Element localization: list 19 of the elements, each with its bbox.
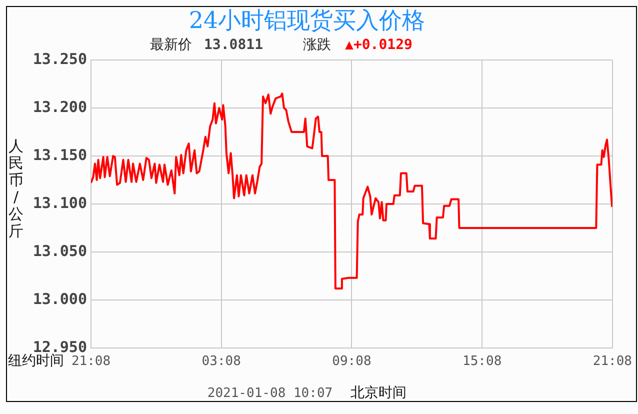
text: 2021-01-08 10:07 — [207, 386, 333, 401]
x-tick-label: 21:08 — [71, 354, 111, 370]
x-axis-title: 纽约时间 — [8, 352, 64, 370]
chart-subtitle: 最新价 13.0811 — [150, 37, 264, 53]
x-tick-label: 21:08 — [592, 354, 632, 370]
y-tick-label: 13.050 — [32, 242, 87, 260]
text: 北京时间 — [350, 385, 407, 401]
text: 涨跌 — [303, 37, 332, 53]
chart-title: 24小时铝现货买入价格 — [188, 7, 426, 36]
y-tick-label: 13.000 — [32, 290, 87, 308]
text: ▲+0.0129 — [345, 37, 412, 53]
y-tick-label: 13.150 — [32, 146, 87, 164]
y-tick-label: 13.200 — [32, 98, 87, 116]
y-tick-label: 13.100 — [32, 194, 87, 212]
x-tick-label: 09:08 — [332, 354, 372, 370]
x-tick-label: 03:08 — [202, 354, 241, 370]
x-tick-label: 15:08 — [462, 354, 502, 370]
y-tick-label: 13.250 — [32, 50, 87, 68]
y-axis-title: 人民币/公斤 — [8, 137, 24, 240]
